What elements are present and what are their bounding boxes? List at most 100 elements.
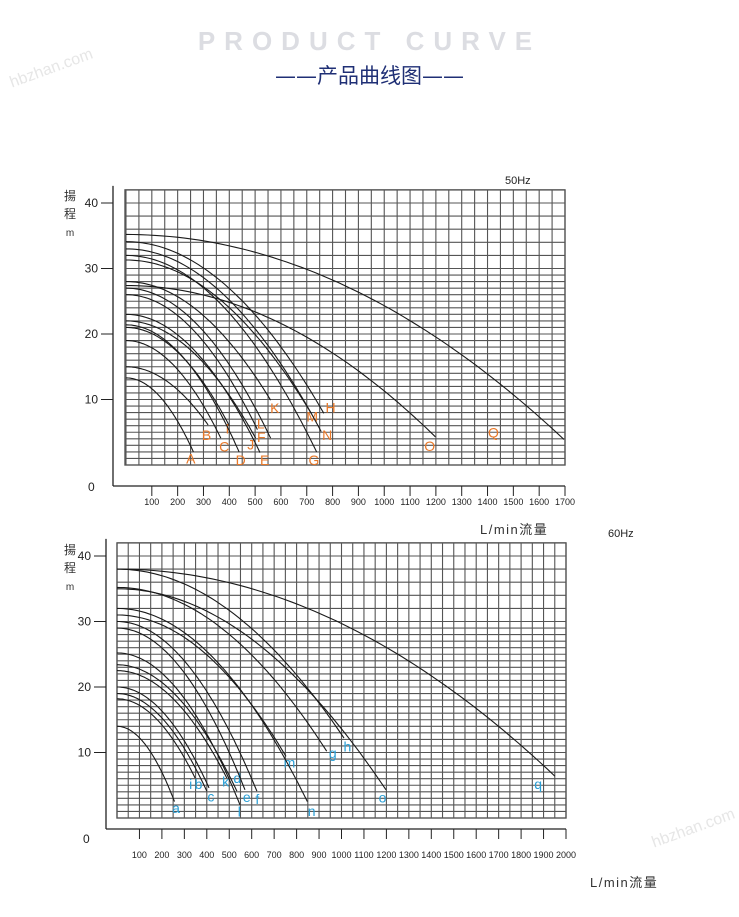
y-tick-label: 0 (88, 480, 95, 494)
y-tick-label: 10 (85, 393, 99, 407)
curve-H (125, 241, 325, 414)
y-axis-label: 程 (64, 206, 76, 221)
curve-label-E: E (260, 452, 269, 468)
curve-i (117, 698, 196, 779)
x-tick-label: 1100 (400, 497, 419, 507)
y-tick-label: 10 (78, 746, 92, 760)
grid (116, 542, 567, 819)
curve-b (116, 692, 208, 792)
curve-label-M: M (306, 409, 318, 425)
curve-D (125, 324, 240, 453)
y-tick-label: 20 (78, 680, 92, 694)
y-tick-label: 30 (85, 262, 99, 276)
curve-label-m: m (284, 754, 296, 770)
curve-E (126, 313, 261, 453)
x-tick-label: 1000 (331, 850, 351, 860)
curve-c (117, 686, 210, 789)
x-tick-label: 1600 (466, 850, 486, 860)
curve-K (126, 281, 272, 401)
curve-m (117, 614, 287, 757)
curve-label-Q: Q (488, 424, 499, 440)
curve-label-B: B (202, 427, 211, 443)
x-tick-label: 500 (222, 850, 237, 860)
x-tick-label: 700 (267, 850, 282, 860)
x-tick-label: 1400 (421, 850, 441, 860)
grid (125, 189, 566, 466)
y-tick-label: 20 (85, 327, 99, 341)
x-tick-label: 600 (244, 850, 259, 860)
title-english: PRODUCT CURVE (197, 26, 542, 56)
curve-o (117, 588, 387, 791)
x-tick-label: 1200 (426, 497, 446, 507)
x-tick-label: 800 (289, 850, 304, 860)
y-axis-label: 揚 (64, 189, 76, 203)
curve-label-F: F (257, 429, 266, 445)
curve-a (117, 725, 176, 802)
x-tick-label: 600 (273, 497, 288, 507)
x-axis-label: L/min流量 (480, 522, 548, 537)
curve-O (125, 284, 436, 438)
curve-k (116, 670, 228, 779)
curve-label-g: g (329, 745, 337, 761)
x-tick-label: 100 (144, 497, 159, 507)
curve-label-o: o (379, 790, 387, 806)
curve-label-i: i (189, 776, 192, 792)
x-tick-label: 1500 (444, 850, 464, 860)
curve-label-K: K (270, 400, 280, 416)
curve-label-C: C (219, 439, 229, 455)
curve-label-L: L (257, 416, 265, 432)
x-tick-label: 200 (154, 850, 169, 860)
x-tick-label: 900 (351, 497, 366, 507)
curve-h (117, 568, 345, 739)
x-tick-label: 400 (199, 850, 214, 860)
curve-label-G: G (309, 452, 320, 468)
title-chinese: ——产品曲线图—— (275, 64, 464, 88)
curve-J (126, 320, 257, 439)
x-tick-label: 1600 (529, 497, 549, 507)
chart-0: 100 200 300 400 500 600 700 800 900 1000 1100 1200 1… (64, 175, 575, 537)
x-tick-label: 300 (196, 497, 211, 507)
x-tick-label: 1200 (376, 850, 396, 860)
x-tick-label: 1900 (534, 850, 554, 860)
y-tick-label: 0 (83, 832, 90, 846)
curve-label-A: A (186, 450, 196, 466)
y-tick-label: 40 (78, 549, 92, 563)
curve-n (116, 607, 308, 802)
x-tick-label: 1500 (503, 497, 523, 507)
curve-label-h: h (343, 739, 351, 755)
grid-border (124, 189, 566, 466)
x-axis-label: L/min流量 (590, 875, 658, 890)
x-tick-label: 100 (132, 850, 147, 860)
y-axis-label: 揚 (64, 543, 76, 557)
chart-1: 100 200 300 400 500 600 700 800 900 1000 1100 1200 1… (64, 528, 658, 890)
curve-label-N: N (322, 427, 332, 443)
curve-label-H: H (325, 399, 335, 415)
curve-e (116, 627, 246, 791)
curve-f (117, 620, 258, 792)
y-axis-label: m (66, 582, 74, 593)
curve-F (125, 287, 272, 439)
x-tick-label: 1700 (555, 497, 575, 507)
x-tick-label: 1800 (511, 850, 531, 860)
curve-label-l: l (238, 803, 241, 819)
x-tick-label: 2000 (556, 850, 576, 860)
x-tick-label: 1300 (452, 497, 472, 507)
curve-label-e: e (243, 789, 251, 805)
curve-M (126, 259, 312, 414)
curve-label-f: f (255, 791, 259, 807)
curve-label-J: J (247, 437, 254, 453)
curve-l (116, 652, 241, 806)
x-tick-label: 700 (299, 497, 314, 507)
x-tick-label: 1400 (478, 497, 498, 507)
curve-label-a: a (172, 800, 180, 816)
curve-C (126, 340, 222, 439)
grid-border (116, 542, 567, 819)
curve-G (125, 254, 318, 453)
frequency-title: 60Hz (608, 528, 634, 540)
curve-label-b: b (195, 776, 203, 792)
curve-A (126, 377, 194, 453)
x-tick-label: 300 (177, 850, 192, 860)
curve-q (116, 568, 556, 777)
curve-label-d: d (233, 770, 241, 786)
